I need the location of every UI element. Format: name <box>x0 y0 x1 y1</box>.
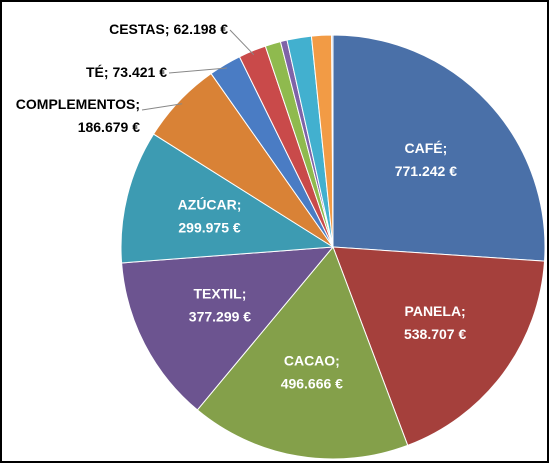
data-label: TÉ; 73.421 € <box>86 64 167 80</box>
category-label: COMPLEMENTOS; <box>16 96 140 112</box>
category-label: TÉ; <box>86 64 109 80</box>
value-label: 771.242 € <box>395 163 457 179</box>
value-label: 73.421 € <box>113 64 168 80</box>
data-label: TEXTIL; 377.299 € <box>189 285 251 324</box>
value-label: 299.975 € <box>178 219 240 235</box>
leader-line <box>229 29 255 56</box>
pie-slice <box>196 246 409 460</box>
category-label: CESTAS; <box>109 21 169 37</box>
category-label: PANELA; <box>405 303 466 319</box>
value-label: 186.679 € <box>78 119 140 135</box>
pie-slice <box>121 246 335 411</box>
category-label: CAFÉ; <box>405 140 448 156</box>
data-label: PANELA; 538.707 € <box>404 303 466 342</box>
value-label: 377.299 € <box>189 308 251 324</box>
pie-slice <box>332 246 546 447</box>
pie-slice <box>120 133 335 264</box>
value-label: 538.707 € <box>404 326 466 342</box>
category-label: CACAO; <box>284 352 340 368</box>
data-label: COMPLEMENTOS; 186.679 € <box>16 96 140 135</box>
leader-line <box>141 103 183 111</box>
category-label: AZÚCAR; <box>178 195 242 212</box>
data-label: CESTAS; 62.198 € <box>109 21 228 37</box>
pie-slice <box>331 34 334 248</box>
leader-line <box>168 67 228 74</box>
data-label: AZÚCAR; 299.975 € <box>178 195 242 235</box>
data-label: CACAO; 496.666 € <box>281 352 343 391</box>
value-label: 62.198 € <box>174 21 229 37</box>
data-label: CAFÉ; 771.242 € <box>395 140 457 179</box>
value-label: 496.666 € <box>281 375 343 391</box>
category-label: TEXTIL; <box>193 285 246 301</box>
pie-slice <box>332 34 546 262</box>
